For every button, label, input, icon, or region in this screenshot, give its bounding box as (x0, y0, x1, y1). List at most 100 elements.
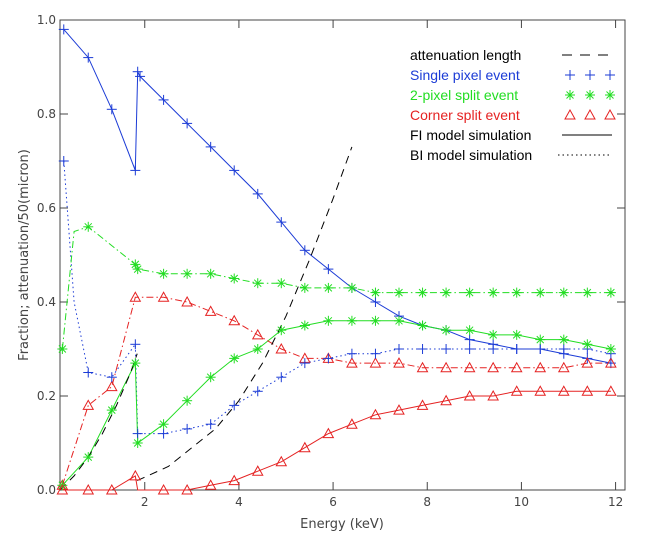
data-point (605, 385, 617, 396)
data-point (299, 358, 310, 369)
y-tick-label: 0.6 (37, 201, 56, 215)
data-point (417, 320, 428, 331)
data-point (229, 400, 240, 411)
data-point (346, 348, 357, 359)
legend-sample (565, 90, 575, 100)
data-point (135, 71, 146, 82)
data-point (58, 24, 69, 35)
data-point (158, 268, 169, 279)
x-tick-label: 8 (423, 495, 431, 509)
data-point (464, 344, 475, 354)
data-point (535, 334, 546, 345)
y-tick-label: 0.2 (37, 389, 56, 403)
data-point (83, 452, 94, 463)
data-point (158, 428, 169, 439)
data-point (132, 428, 143, 439)
data-markers (56, 24, 617, 495)
legend-sample (605, 90, 615, 100)
data-point (511, 344, 522, 354)
data-point (417, 344, 428, 354)
data-point (558, 287, 569, 298)
model-curve (63, 160, 611, 435)
legend-label: 2-pixel split event (410, 87, 518, 103)
x-tick-label: 4 (235, 495, 243, 509)
data-point (130, 358, 141, 369)
data-point (205, 372, 216, 383)
data-point (441, 344, 452, 354)
data-point (323, 282, 334, 293)
data-point (299, 320, 310, 331)
data-point (228, 314, 241, 326)
data-point (83, 367, 94, 378)
data-point (511, 329, 522, 340)
data-point (298, 441, 311, 453)
data-point (605, 344, 616, 354)
data-point (534, 385, 547, 396)
data-point (511, 287, 522, 298)
data-point (510, 385, 523, 396)
data-point (228, 474, 241, 486)
data-point (441, 325, 452, 336)
data-point (488, 329, 499, 340)
legend-sample (585, 70, 595, 80)
data-point (58, 156, 69, 166)
legend-label: BI model simulation (410, 147, 532, 163)
data-point (581, 357, 594, 368)
data-point (205, 268, 216, 279)
y-tick-label: 0.4 (37, 295, 56, 309)
data-point (251, 328, 264, 340)
legend-sample (605, 70, 615, 80)
data-point (57, 344, 68, 354)
data-point (393, 404, 405, 415)
data-point (464, 334, 475, 345)
data-point (346, 357, 358, 368)
model-curve (62, 320, 611, 486)
legend-label: FI model simulation (410, 127, 531, 143)
data-point (463, 389, 476, 401)
data-point (394, 315, 404, 326)
data-point (416, 399, 429, 410)
legend-sample (585, 90, 595, 100)
data-point (105, 380, 118, 392)
data-point (535, 344, 546, 354)
data-point (464, 325, 475, 336)
data-point (182, 395, 193, 406)
data-point (558, 344, 569, 354)
data-point (129, 291, 142, 302)
y-tick-label: 1.0 (37, 13, 56, 27)
plot-frame (59, 19, 626, 491)
data-point (276, 372, 287, 383)
data-point (346, 315, 357, 326)
x-tick-label: 2 (141, 495, 149, 509)
data-point (488, 287, 499, 298)
data-point (56, 483, 69, 495)
data-point (82, 399, 95, 410)
data-point (105, 483, 118, 495)
data-point (346, 282, 357, 293)
data-point (605, 287, 616, 298)
data-point (582, 287, 593, 298)
data-point (394, 344, 404, 354)
data-point (132, 66, 143, 77)
data-point (181, 295, 193, 307)
data-point (106, 104, 117, 115)
data-point (205, 419, 216, 430)
data-point (252, 386, 263, 397)
data-point (394, 287, 404, 298)
data-point (205, 141, 216, 152)
data-point (463, 361, 476, 373)
data-point (416, 361, 429, 373)
model-curve (63, 29, 611, 364)
legend-sample (584, 108, 596, 120)
model-curve (61, 226, 611, 350)
data-point (323, 353, 334, 364)
data-point (252, 278, 263, 289)
data-point (487, 361, 500, 373)
data-point (229, 273, 240, 284)
legend-sample (565, 70, 575, 80)
data-point (276, 217, 287, 228)
legend-label: Corner split event (410, 107, 520, 123)
data-point (229, 353, 240, 364)
data-point (534, 361, 547, 373)
